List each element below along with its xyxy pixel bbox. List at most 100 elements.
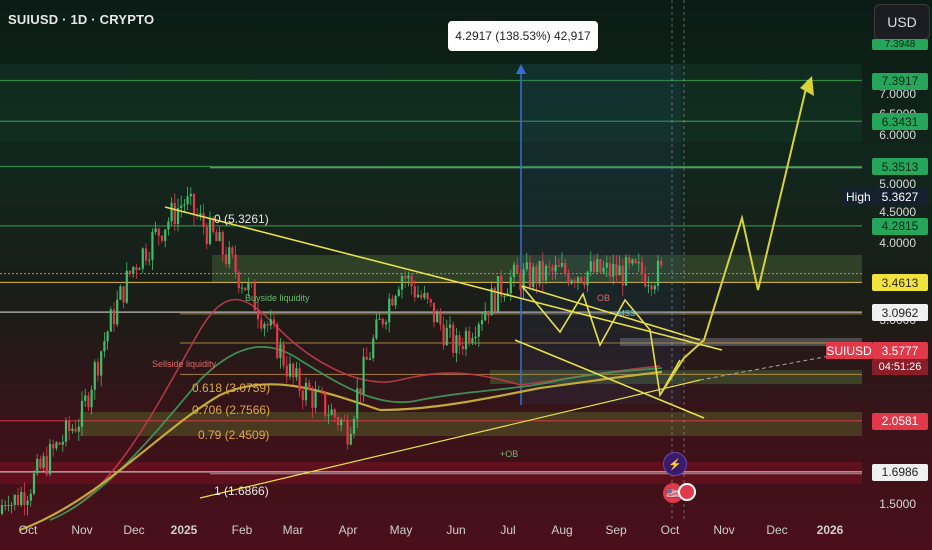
candle-body bbox=[570, 280, 573, 284]
candle-body bbox=[346, 419, 349, 445]
candle-body bbox=[55, 442, 58, 449]
candle-body bbox=[157, 228, 160, 236]
candle-body bbox=[580, 277, 583, 283]
candle-body bbox=[487, 310, 490, 316]
annotation-sellside: Sellside liquidity bbox=[152, 359, 217, 369]
candle-body bbox=[471, 338, 474, 343]
candle-body bbox=[400, 276, 404, 290]
candle-body bbox=[615, 264, 618, 276]
y-tick-label: 4.0000 bbox=[879, 235, 916, 250]
candle-body bbox=[224, 254, 228, 265]
candle-body bbox=[637, 261, 640, 264]
candle-body bbox=[45, 456, 48, 475]
ma-yellow bbox=[19, 370, 663, 532]
candle-body bbox=[640, 261, 644, 274]
candle-body bbox=[176, 207, 180, 225]
level-badge: 4.2815 bbox=[872, 217, 928, 235]
annotation-ob: OB bbox=[597, 293, 611, 303]
candle-body bbox=[74, 428, 77, 432]
high-label: High bbox=[842, 188, 875, 205]
level-badge: 5.3513 bbox=[872, 158, 928, 176]
candle-body bbox=[135, 266, 138, 271]
x-tick-label: Dec bbox=[123, 523, 145, 537]
candle-body bbox=[397, 289, 400, 296]
fib-0618-label: 0.618 (3.0759) bbox=[192, 381, 271, 395]
candle-body bbox=[250, 282, 253, 284]
candle-body bbox=[266, 324, 269, 326]
candle-body bbox=[650, 284, 653, 290]
trendline-down bbox=[164, 206, 723, 351]
lightning-icon[interactable]: ⚡ bbox=[663, 452, 687, 476]
candle-body bbox=[528, 262, 532, 287]
candle-body bbox=[170, 202, 173, 222]
candle-body bbox=[567, 272, 570, 284]
candle-body bbox=[538, 261, 541, 284]
y-tick-label: 1.5000 bbox=[879, 497, 916, 511]
candle-body bbox=[119, 286, 122, 300]
candle-body bbox=[138, 268, 141, 271]
candle-body bbox=[189, 193, 192, 197]
x-tick-label: Jul bbox=[500, 523, 516, 537]
candle-body bbox=[599, 259, 602, 273]
candle-body bbox=[602, 267, 605, 273]
candle-body bbox=[381, 318, 384, 325]
fib-1-label: 1 (1.6866) bbox=[214, 484, 269, 498]
candle-body bbox=[202, 213, 205, 227]
candle-body bbox=[343, 419, 346, 421]
candle-body bbox=[589, 261, 592, 272]
candle-body bbox=[592, 261, 596, 272]
candle-body bbox=[42, 456, 45, 468]
candle-body bbox=[144, 248, 148, 261]
candle-body bbox=[490, 287, 493, 316]
candle-body bbox=[404, 276, 407, 279]
candle-body bbox=[557, 264, 560, 267]
candle-body bbox=[234, 254, 237, 273]
high-value-badge: 5.3627 bbox=[872, 188, 928, 205]
candle-body bbox=[372, 338, 375, 359]
candle-body bbox=[32, 473, 36, 494]
candle-body bbox=[330, 409, 333, 416]
countdown-badge: 04:51:26 bbox=[872, 359, 928, 375]
current-price-badge: 3.5777 bbox=[872, 342, 928, 359]
candle-body bbox=[468, 330, 471, 343]
y-tick-label: 4.5000 bbox=[879, 204, 916, 219]
currency-button[interactable]: USD bbox=[874, 4, 930, 40]
y-tick-label: 6.0000 bbox=[879, 128, 916, 143]
candle-body bbox=[660, 260, 663, 266]
candle-body bbox=[378, 318, 381, 320]
candle-body bbox=[256, 310, 260, 320]
candle-body bbox=[87, 395, 90, 408]
candle-body bbox=[551, 267, 554, 272]
candle-body bbox=[231, 247, 234, 255]
channel-top bbox=[521, 285, 701, 341]
candle-body bbox=[656, 260, 660, 286]
candle-body bbox=[410, 275, 413, 287]
candle-body bbox=[436, 312, 439, 323]
ma-green bbox=[49, 345, 663, 521]
candle-body bbox=[295, 368, 298, 378]
candle-body bbox=[573, 280, 576, 283]
candle-body bbox=[48, 443, 52, 475]
candle-body bbox=[279, 344, 282, 359]
candle-body bbox=[4, 505, 7, 506]
candle-body bbox=[522, 269, 525, 290]
candle-body bbox=[621, 265, 624, 286]
candle-body bbox=[349, 433, 352, 445]
event-marker-icon[interactable] bbox=[678, 483, 696, 501]
candles bbox=[0, 186, 663, 516]
candle-body bbox=[100, 351, 103, 376]
candle-body bbox=[183, 204, 186, 206]
candle-body bbox=[205, 226, 208, 244]
candle-body bbox=[493, 287, 496, 312]
candle-body bbox=[391, 298, 394, 306]
candle-body bbox=[212, 218, 215, 233]
measure-area bbox=[521, 64, 681, 404]
measure-arrow-head bbox=[516, 64, 526, 74]
x-tick-label: 2025 bbox=[170, 523, 198, 537]
zone-red bbox=[0, 462, 862, 484]
candle-body bbox=[464, 330, 468, 350]
candle-body bbox=[109, 309, 112, 332]
candle-body bbox=[420, 294, 423, 298]
candle-body bbox=[7, 505, 10, 506]
